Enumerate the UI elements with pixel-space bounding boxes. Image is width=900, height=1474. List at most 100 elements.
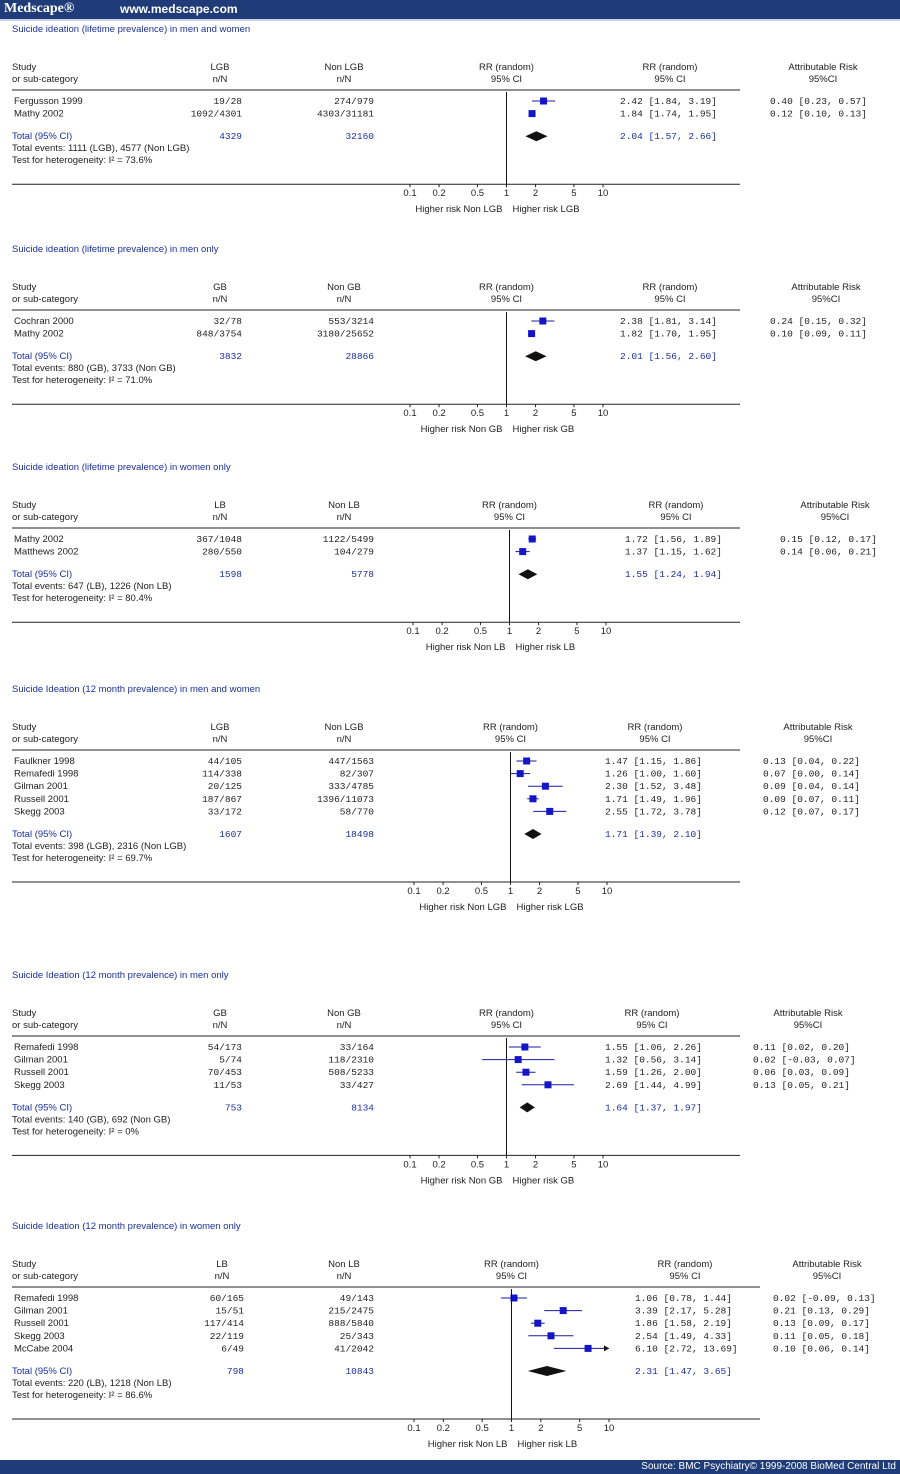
study-rr-ci: 1.37 [1.15, 1.62] — [625, 547, 722, 558]
study-name: Remafedi 1998 — [14, 1042, 78, 1053]
panel-title: Suicide ideation (lifetime prevalence) i… — [12, 24, 250, 35]
study-name: Faulkner 1998 — [14, 756, 75, 767]
study-name: Cochran 2000 — [14, 316, 74, 327]
col-study-header: Study — [12, 722, 37, 733]
study-group1-nn: 1092/4301 — [191, 109, 243, 120]
col-group1-header: GB — [213, 282, 227, 293]
total-group1-n: 798 — [227, 1366, 244, 1377]
study-group1-nn: 367/1048 — [196, 534, 242, 545]
total-events: Total events: 398 (LGB), 2316 (Non LGB) — [12, 841, 186, 852]
study-attributable-risk: 0.10 [0.09, 0.11] — [770, 329, 867, 340]
total-group2-n: 32160 — [345, 131, 374, 142]
total-events: Total events: 647 (LB), 1226 (Non LB) — [12, 581, 171, 592]
total-group1-n: 1598 — [219, 569, 242, 580]
study-attributable-risk: 0.07 [0.00, 0.14] — [763, 769, 860, 780]
col-group1-nn: n/N — [213, 294, 228, 305]
heterogeneity-test: Test for heterogeneity: I² = 73.6% — [12, 155, 153, 166]
col-group2-nn: n/N — [337, 294, 352, 305]
col-ci-plot-header: 95% CI — [495, 734, 526, 745]
col-ci-header: 95% CI — [654, 74, 685, 85]
total-group1-n: 753 — [225, 1102, 242, 1113]
col-rr-plot-header: RR (random) — [479, 62, 534, 73]
total-group2-n: 5778 — [351, 569, 374, 580]
axis-tick-label: 0.2 — [436, 886, 449, 897]
col-ci-plot-header: 95% CI — [491, 1020, 522, 1031]
site-url[interactable]: www.medscape.com — [120, 2, 238, 16]
col-group2-nn: n/N — [337, 1271, 352, 1282]
study-rr-ci: 2.38 [1.81, 3.14] — [620, 316, 717, 327]
total-group1-n: 3832 — [219, 351, 242, 362]
study-group1-nn: 19/28 — [213, 96, 242, 107]
study-group2-nn: 274/979 — [334, 96, 374, 107]
col-group2-header: Non LB — [328, 500, 360, 511]
study-group1-nn: 280/550 — [202, 547, 242, 558]
total-diamond — [518, 569, 538, 580]
col-ar-header: Attributable Risk — [800, 500, 869, 511]
study-group1-nn: 54/173 — [208, 1042, 243, 1053]
col-study-header: Study — [12, 62, 37, 73]
study-name: Matthews 2002 — [14, 547, 78, 558]
total-label: Total (95% CI) — [12, 829, 72, 840]
study-rr-ci: 1.71 [1.49, 1.96] — [605, 794, 702, 805]
axis-tick-label: 0.2 — [437, 1423, 450, 1434]
study-rr-ci: 2.42 [1.84, 3.19] — [620, 96, 717, 107]
study-rr-ci: 1.72 [1.56, 1.89] — [625, 534, 722, 545]
study-attributable-risk: 0.13 [0.09, 0.17] — [773, 1318, 870, 1329]
study-rr-ci: 2.69 [1.44, 4.99] — [605, 1080, 702, 1091]
study-name: Gilman 2001 — [14, 1306, 68, 1317]
study-attributable-risk: 0.02 [-0.09, 0.13] — [773, 1293, 876, 1304]
study-name: Gilman 2001 — [14, 781, 68, 792]
study-group1-nn: 44/105 — [208, 756, 243, 767]
col-ci-header: 95% CI — [660, 512, 691, 523]
col-study-header: Study — [12, 282, 37, 293]
favours-right-label: Higher risk GB — [513, 1175, 575, 1186]
total-group2-n: 10843 — [345, 1366, 374, 1377]
axis-tick-label: 0.1 — [407, 1423, 420, 1434]
study-rr-ci: 1.47 [1.15, 1.86] — [605, 756, 702, 767]
study-point-estimate — [521, 1043, 529, 1051]
col-ci-plot-header: 95% CI — [491, 74, 522, 85]
col-arci-header: 95%CI — [794, 1020, 823, 1031]
medscape-logo[interactable]: Medscape® — [4, 1, 75, 16]
study-group2-nn: 508/5233 — [328, 1067, 374, 1078]
axis-tick-label: 5 — [571, 188, 576, 199]
study-rr-ci: 1.06 [0.78, 1.44] — [635, 1293, 732, 1304]
total-events: Total events: 220 (LB), 1218 (Non LB) — [12, 1378, 171, 1389]
total-events: Total events: 140 (GB), 692 (Non GB) — [12, 1114, 170, 1125]
study-attributable-risk: 0.02 [-0.03, 0.07] — [753, 1055, 856, 1066]
col-arci-header: 95%CI — [813, 1271, 842, 1282]
col-group1-header: LB — [216, 1259, 228, 1270]
study-rr-ci: 1.59 [1.26, 2.00] — [605, 1067, 702, 1078]
col-group1-nn: n/N — [213, 1020, 228, 1031]
heterogeneity-test: Test for heterogeneity: I² = 86.6% — [12, 1390, 153, 1401]
col-rr-plot-header: RR (random) — [479, 1008, 534, 1019]
col-rr-plot-header: RR (random) — [483, 722, 538, 733]
study-point-estimate — [559, 1307, 567, 1315]
total-diamond — [524, 829, 542, 839]
total-group1-n: 4329 — [219, 131, 242, 142]
axis-tick-label: 2 — [533, 408, 538, 419]
favours-left-label: Higher risk Non GB — [421, 424, 503, 435]
study-group2-nn: 553/3214 — [328, 316, 374, 327]
col-subcat-header: or sub-category — [12, 74, 78, 85]
col-subcat-header: or sub-category — [12, 512, 78, 523]
total-group2-n: 18498 — [345, 829, 374, 840]
study-name: Remafedi 1998 — [14, 769, 78, 780]
study-name: Russell 2001 — [14, 1318, 69, 1329]
col-ci-header: 95% CI — [669, 1271, 700, 1282]
col-group1-header: LGB — [210, 62, 229, 73]
col-ar-header: Attributable Risk — [792, 1259, 861, 1270]
col-arci-header: 95%CI — [804, 734, 833, 745]
axis-tick-label: 0.1 — [407, 886, 420, 897]
study-group1-nn: 187/867 — [202, 794, 242, 805]
col-rr-plot-header: RR (random) — [482, 500, 537, 511]
col-group2-header: Non GB — [327, 1008, 361, 1019]
study-group2-nn: 25/343 — [340, 1331, 375, 1342]
study-point-estimate — [516, 770, 524, 778]
study-attributable-risk: 0.09 [0.04, 0.14] — [763, 781, 860, 792]
study-name: Remafedi 1998 — [14, 1293, 78, 1304]
study-attributable-risk: 0.13 [0.05, 0.21] — [753, 1080, 850, 1091]
col-rr-plot-header: RR (random) — [484, 1259, 539, 1270]
study-name: McCabe 2004 — [14, 1343, 73, 1354]
col-subcat-header: or sub-category — [12, 294, 78, 305]
